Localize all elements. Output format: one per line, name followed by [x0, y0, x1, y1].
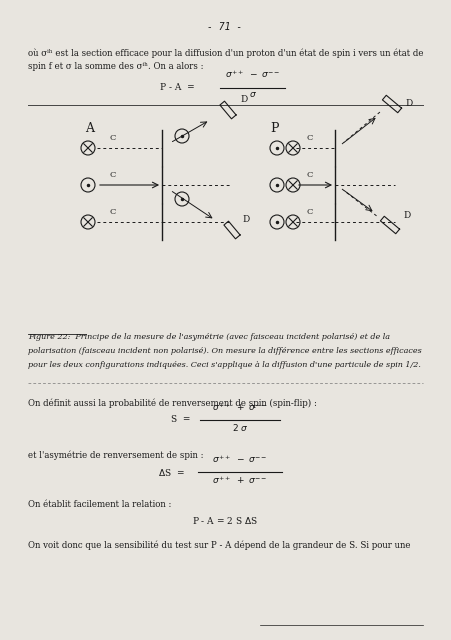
- Text: A: A: [86, 122, 95, 135]
- Text: C: C: [307, 208, 313, 216]
- Text: C: C: [307, 134, 313, 142]
- Text: spin f et σ la somme des σⁱʰ. On a alors :: spin f et σ la somme des σⁱʰ. On a alors…: [28, 62, 203, 71]
- Text: $\sigma^{++}\ +\ \sigma^{--}$: $\sigma^{++}\ +\ \sigma^{--}$: [212, 401, 268, 413]
- Text: P - A  =: P - A =: [161, 83, 195, 93]
- Text: On établit facilement la relation :: On établit facilement la relation :: [28, 500, 171, 509]
- Text: C: C: [110, 134, 116, 142]
- Text: P: P: [271, 122, 279, 135]
- Text: D: D: [242, 216, 249, 225]
- Text: On voit donc que la sensibilité du test sur P - A dépend de la grandeur de S. Si: On voit donc que la sensibilité du test …: [28, 540, 410, 550]
- Text: On définit aussi la probabilité de renversement de spin (spin-flip) :: On définit aussi la probabilité de renve…: [28, 398, 317, 408]
- Text: $2\ \sigma$: $2\ \sigma$: [232, 422, 249, 433]
- Text: Figure 22:  Principe de la mesure de l'asymétrie (avec faisceau incident polaris: Figure 22: Principe de la mesure de l'as…: [28, 333, 390, 341]
- Text: D: D: [403, 211, 410, 220]
- Text: $\sigma^{++}\ -\ \sigma^{--}$: $\sigma^{++}\ -\ \sigma^{--}$: [212, 453, 268, 465]
- Text: D: D: [240, 95, 247, 104]
- Text: $\Delta$S  =: $\Delta$S =: [158, 467, 185, 477]
- Text: pour les deux configurations indiquées. Ceci s'applique à la diffusion d'une par: pour les deux configurations indiquées. …: [28, 361, 421, 369]
- Text: P - A = 2 S $\Delta$S: P - A = 2 S $\Delta$S: [192, 515, 258, 525]
- Text: - 71 -: - 71 -: [207, 22, 243, 32]
- Text: polarisation (faisceau incident non polarisé). On mesure la différence entre les: polarisation (faisceau incident non pola…: [28, 347, 422, 355]
- Text: $\sigma$: $\sigma$: [249, 90, 257, 99]
- Text: C: C: [110, 171, 116, 179]
- Text: où σⁱʰ est la section efficace pour la diffusion d'un proton d'un état de spin i: où σⁱʰ est la section efficace pour la d…: [28, 48, 423, 58]
- Text: D: D: [405, 99, 412, 109]
- Text: C: C: [110, 208, 116, 216]
- Text: $\sigma^{++}\ +\ \sigma^{--}$: $\sigma^{++}\ +\ \sigma^{--}$: [212, 474, 268, 486]
- Text: et l'asymétrie de renversement de spin :: et l'asymétrie de renversement de spin :: [28, 450, 203, 460]
- Text: C: C: [307, 171, 313, 179]
- Text: S  =: S =: [170, 415, 190, 424]
- Text: $\sigma^{++}\ -\ \sigma^{--}$: $\sigma^{++}\ -\ \sigma^{--}$: [225, 68, 281, 80]
